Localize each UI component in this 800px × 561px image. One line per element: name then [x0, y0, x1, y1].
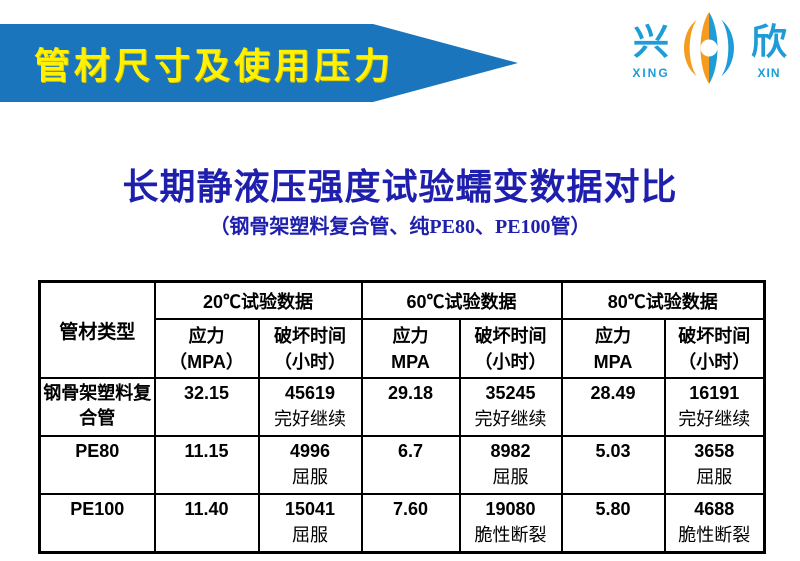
cell-failtime-80: 4688 脆性断裂	[663, 493, 766, 554]
header-line2: MPA	[391, 351, 430, 372]
cell-status: 屈服	[492, 467, 529, 487]
cell-failtime-20: 45619 完好继续	[257, 377, 363, 437]
cell-failtime-60: 8982 屈服	[458, 435, 563, 495]
table-header-row-temps: 管材类型 20℃试验数据 60℃试验数据 80℃试验数据	[38, 280, 766, 379]
xingxin-logo: 兴 XING 欣 XIN	[626, 10, 792, 102]
table-row-pe100: PE100 11.40 15041 屈服 7.60 19080 脆性断裂 5.8…	[38, 493, 766, 554]
cell-stress-60: 6.7	[360, 435, 461, 495]
header-line1: 破坏时间	[474, 325, 547, 346]
cell-failtime-60: 19080 脆性断裂	[458, 493, 563, 554]
cell-value: 3658	[694, 441, 735, 461]
logo-xing-block: 兴 XING	[628, 21, 674, 80]
header-line1: 应力	[188, 325, 225, 346]
cell-stress-20: 32.15	[153, 377, 260, 437]
header-line2: （小时）	[474, 351, 547, 372]
slide-title: 长期静液压强度试验蠕变数据对比	[122, 167, 678, 207]
col-header-20c: 20℃试验数据	[153, 280, 363, 320]
section-banner: 管材尺寸及使用压力	[0, 24, 518, 102]
header-line1: 应力	[392, 325, 429, 346]
logo-xin-character: 欣	[750, 21, 787, 62]
cell-value: 7.60	[392, 499, 429, 519]
cell-value: 4688	[694, 499, 735, 519]
row-label: PE100	[38, 493, 156, 554]
col-header-stress-20: 应力 （MPA）	[153, 318, 260, 379]
cell-status: 屈服	[292, 467, 328, 487]
cell-status: 完好继续	[678, 409, 751, 429]
cell-stress-20: 11.40	[153, 493, 260, 554]
cell-value: 4996	[289, 441, 331, 461]
cell-stress-80: 28.49	[560, 377, 666, 437]
table-header-row-measures: 应力 （MPA） 破坏时间 （小时） 应力 MPA 破坏时间 （小时） 应力 M…	[40, 318, 766, 379]
cell-status: 脆性断裂	[474, 525, 547, 545]
table-row-pe80: PE80 11.15 4996 屈服 6.7 8982 屈服 5.03	[38, 435, 766, 495]
logo-xin-latin: XIN	[757, 66, 781, 80]
logo-xin-block: 欣 XIN	[748, 21, 790, 80]
cell-status: 完好继续	[474, 409, 547, 429]
cell-value: 15041	[284, 499, 336, 519]
header-line2: （小时）	[678, 351, 751, 372]
col-header-80c: 80℃试验数据	[560, 280, 766, 320]
logo-xing-latin: XING	[632, 66, 670, 80]
cell-value: 45619	[284, 383, 336, 403]
col-header-stress-60: 应力 MPA	[360, 318, 461, 379]
cell-status: 完好继续	[274, 409, 346, 429]
cell-failtime-80: 3658 屈服	[663, 435, 766, 495]
cell-value: 6.7	[397, 441, 424, 461]
cell-stress-80: 5.03	[560, 435, 666, 495]
col-header-failtime-60: 破坏时间 （小时）	[458, 318, 563, 379]
header-line1: 破坏时间	[274, 325, 346, 346]
section-banner-label: 管材尺寸及使用压力	[34, 45, 395, 86]
cell-status: 脆性断裂	[678, 525, 751, 545]
cell-failtime-60: 35245 完好继续	[458, 377, 563, 437]
cell-stress-60: 29.18	[360, 377, 461, 437]
cell-failtime-20: 4996 屈服	[257, 435, 363, 495]
cell-stress-20: 11.15	[153, 435, 260, 495]
header-line1: 应力	[595, 325, 631, 346]
xingxin-emblem-icon	[684, 12, 734, 84]
cell-value: 5.80	[595, 499, 631, 519]
cell-stress-60: 7.60	[360, 493, 461, 554]
cell-value: 35245	[485, 383, 536, 403]
cell-status: 屈服	[292, 525, 328, 545]
col-header-failtime-20: 破坏时间 （小时）	[257, 318, 363, 379]
col-header-pipe-type: 管材类型	[38, 280, 156, 379]
logo-xing-character: 兴	[632, 21, 669, 62]
slide-subtitle: （钢骨架塑料复合管、纯PE80、PE100管）	[209, 216, 591, 238]
header-line1: 破坏时间	[678, 325, 751, 346]
row-label: 钢骨架塑料复合管	[38, 377, 156, 437]
cell-value: 16191	[689, 383, 740, 403]
table-row-steel-composite: 钢骨架塑料复合管 32.15 45619 完好继续 29.18 35245 完好…	[38, 377, 766, 437]
col-header-60c: 60℃试验数据	[360, 280, 563, 320]
cell-value: 32.15	[183, 383, 230, 403]
col-header-stress-80: 应力 MPA	[560, 318, 666, 379]
cell-value: 5.03	[595, 441, 631, 461]
creep-data-table: 管材类型 20℃试验数据 60℃试验数据 80℃试验数据 应力 （MPA） 破坏…	[38, 280, 766, 554]
col-header-failtime-80: 破坏时间 （小时）	[663, 318, 766, 379]
header-line2: （MPA）	[169, 351, 244, 372]
cell-value: 11.15	[184, 441, 229, 461]
cell-value: 8982	[490, 441, 531, 461]
cell-value: 19080	[485, 499, 536, 519]
cell-status: 屈服	[696, 467, 733, 487]
cell-failtime-20: 15041 屈服	[257, 493, 363, 554]
cell-value: 11.40	[184, 499, 229, 519]
cell-value: 28.49	[590, 383, 636, 403]
header-line2: （小时）	[274, 351, 346, 372]
cell-value: 29.18	[387, 383, 434, 403]
header-line2: MPA	[593, 351, 633, 372]
row-label: PE80	[38, 435, 156, 495]
cell-failtime-80: 16191 完好继续	[663, 377, 766, 437]
cell-stress-80: 5.80	[560, 493, 666, 554]
